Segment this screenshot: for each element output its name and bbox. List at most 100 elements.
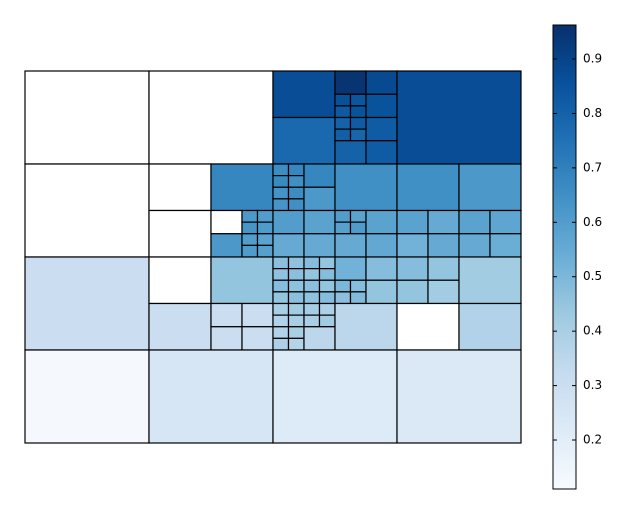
cell	[272, 256, 290, 270]
cell	[241, 221, 259, 235]
cell	[241, 302, 274, 328]
cell	[318, 302, 336, 316]
cell	[287, 279, 305, 293]
cell	[396, 302, 460, 351]
cell	[241, 244, 259, 258]
cell	[210, 302, 243, 328]
colorbar-tick-label: 0.3	[583, 378, 602, 392]
cell	[349, 221, 367, 235]
cell	[489, 233, 522, 258]
cell	[287, 302, 305, 316]
colorbar-tick-label: 0.7	[583, 160, 602, 174]
cell	[256, 244, 274, 258]
cell	[24, 70, 150, 165]
cell	[334, 233, 367, 258]
cell	[287, 337, 305, 351]
cell	[349, 93, 367, 107]
cell	[458, 256, 522, 305]
cell	[365, 279, 398, 305]
cell	[427, 209, 460, 235]
cell	[334, 163, 398, 212]
cell	[396, 163, 460, 212]
cell	[272, 233, 305, 258]
cell	[396, 209, 429, 235]
colorbar-tick-label: 0.2	[583, 433, 602, 447]
cell	[396, 279, 429, 305]
cell	[458, 163, 522, 212]
cell	[272, 326, 290, 339]
cell	[287, 314, 305, 328]
cell	[334, 93, 352, 107]
cell	[272, 186, 290, 200]
cell	[365, 209, 398, 235]
cell	[148, 70, 274, 165]
cell	[272, 198, 290, 212]
cell	[148, 349, 274, 444]
cell	[334, 105, 352, 119]
colorbar-tick-label: 0.4	[583, 324, 602, 338]
cell	[349, 209, 367, 223]
cell	[287, 268, 305, 281]
cell	[287, 175, 305, 188]
cell	[349, 116, 367, 130]
cell	[365, 140, 398, 165]
cell	[458, 302, 522, 351]
cell	[303, 314, 321, 328]
cell	[287, 163, 305, 177]
cell	[287, 186, 305, 200]
cell	[24, 349, 150, 444]
cell	[427, 279, 460, 305]
cell	[287, 326, 305, 339]
cell	[334, 302, 398, 351]
cell	[210, 209, 243, 235]
cell	[272, 163, 290, 177]
cell	[334, 256, 367, 281]
cell	[256, 221, 274, 235]
cell	[148, 209, 212, 258]
cell	[334, 221, 352, 235]
cell	[396, 256, 429, 281]
cell	[318, 279, 336, 293]
cell	[148, 302, 212, 351]
cell	[272, 291, 290, 305]
cell	[256, 209, 274, 223]
cell	[272, 268, 290, 281]
cell	[210, 256, 274, 305]
cell	[148, 256, 212, 305]
cell	[396, 70, 522, 165]
cell	[458, 233, 491, 258]
cell	[318, 256, 336, 270]
cell	[272, 349, 398, 444]
cell	[272, 209, 305, 235]
cell	[303, 233, 336, 258]
cell	[334, 209, 352, 223]
cell	[287, 291, 305, 305]
cell	[210, 326, 243, 351]
cell	[334, 140, 367, 165]
cell	[349, 128, 367, 142]
cell	[303, 326, 336, 351]
cell	[318, 291, 336, 305]
cell	[272, 337, 290, 351]
cell	[349, 279, 367, 293]
cell	[241, 326, 274, 351]
cell	[334, 70, 367, 95]
colorbar-tick-label: 0.6	[583, 215, 602, 229]
cell	[396, 349, 522, 444]
cell	[272, 302, 290, 316]
cell	[148, 163, 212, 212]
cell	[256, 233, 274, 246]
cell	[365, 93, 398, 119]
cell	[334, 116, 352, 130]
cell	[365, 70, 398, 95]
cell	[210, 163, 274, 212]
colorbar-tick-label: 0.9	[583, 52, 602, 66]
cell	[318, 314, 336, 328]
cell	[303, 268, 321, 281]
cell	[489, 209, 522, 235]
cell	[303, 209, 336, 235]
cell	[303, 279, 321, 293]
colorbar	[552, 24, 577, 490]
cell	[334, 128, 352, 142]
